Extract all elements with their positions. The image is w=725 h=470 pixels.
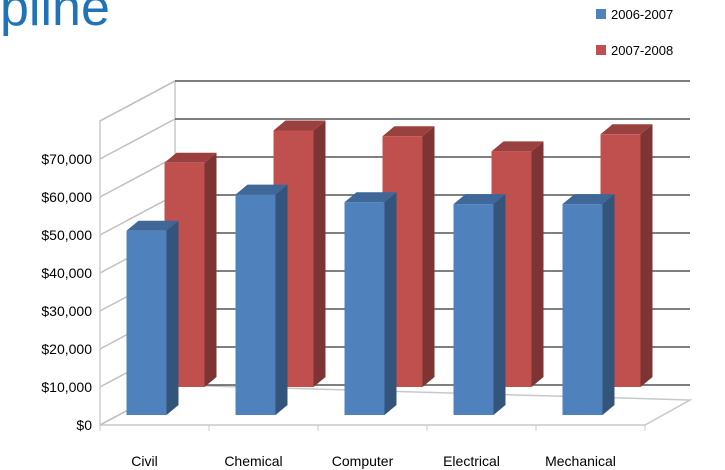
- bar-2007-2008-Electrical-side: [531, 141, 544, 387]
- bar-2006-2007-Civil-top: [126, 220, 179, 231]
- bar-2006-2007-Mechanical-top: [562, 194, 615, 205]
- bar-2007-2008-Electrical-top: [491, 141, 544, 152]
- bar-2006-2007-Mechanical-side: [602, 194, 615, 415]
- legend-label-series-1: 2006-2007: [611, 6, 674, 22]
- x-tick-label: Chemical: [224, 453, 282, 469]
- bar-2007-2008-Mechanical-top: [600, 124, 653, 135]
- bar-2007-2008-Civil-side: [204, 152, 217, 387]
- x-tick-label: Electrical: [443, 453, 500, 469]
- legend-swatch-series-2: [596, 45, 606, 55]
- legend-item-series-2: 2007-2008: [596, 38, 673, 62]
- x-tick-label: Civil: [131, 453, 157, 469]
- bar-2006-2007-Electrical: [453, 194, 506, 415]
- bars: [126, 120, 653, 415]
- side-gridline: [99, 80, 176, 122]
- bar-2006-2007-Electrical-front: [453, 204, 494, 415]
- y-tick-label: $50,000: [41, 227, 92, 243]
- x-axis-categories: Civil Chemical Computer Electrical Mechanica…: [99, 425, 646, 469]
- side-gridline: [99, 156, 176, 198]
- bar-2007-2008-Computer-top: [382, 126, 435, 137]
- bar-2006-2007-Chemical-front: [235, 194, 276, 415]
- y-tick-label: $0: [76, 417, 92, 433]
- bar-2007-2008-Chemical-side: [313, 120, 326, 387]
- bar-2007-2008-Chemical-top: [273, 120, 326, 131]
- legend-swatch-series-1: [596, 9, 606, 19]
- bar-2006-2007-Chemical-side: [275, 184, 288, 415]
- bar-2006-2007-Civil-front: [126, 230, 167, 415]
- legend-item-series-1: 2006-2007: [596, 2, 673, 26]
- bar-2006-2007-Mechanical-front: [562, 204, 603, 415]
- bar-2006-2007-Civil-side: [166, 220, 179, 415]
- y-tick-label: $70,000: [41, 151, 92, 167]
- side-gridline: [99, 118, 176, 160]
- y-axis-ticks: $0 $10,000 $20,000 $30,000 $40,000 $50,000 $60…: [41, 151, 92, 433]
- bar-2006-2007-Computer-front: [344, 202, 385, 415]
- y-tick-label: $20,000: [41, 341, 92, 357]
- y-tick-label: $60,000: [41, 189, 92, 205]
- legend-label-series-2: 2007-2008: [611, 42, 674, 58]
- bar-2006-2007-Chemical: [235, 184, 288, 415]
- x-tick-label: Computer: [332, 453, 394, 469]
- bar-2006-2007-Electrical-side: [493, 194, 506, 415]
- y-tick-label: $40,000: [41, 265, 92, 281]
- bar-2006-2007-Chemical-top: [235, 184, 288, 195]
- bar-2006-2007-Mechanical: [562, 194, 615, 415]
- bar-2006-2007-Computer-side: [384, 192, 397, 415]
- y-tick-label: $30,000: [41, 303, 92, 319]
- bar-2007-2008-Civil-top: [164, 152, 217, 163]
- chart-title: pline: [0, 0, 110, 37]
- bar-2006-2007-Electrical-top: [453, 194, 506, 205]
- bar-2006-2007-Civil: [126, 220, 179, 415]
- bar-2007-2008-Mechanical-side: [640, 124, 653, 388]
- y-tick-label: $10,000: [41, 379, 92, 395]
- chart-legend: 2006-2007 2007-2008: [596, 2, 673, 74]
- x-tick-label: Mechanical: [545, 453, 616, 469]
- bar-2006-2007-Computer-top: [344, 192, 397, 203]
- bar-2006-2007-Computer: [344, 192, 397, 415]
- side-gridline: [99, 194, 176, 236]
- bar-2007-2008-Computer-side: [422, 126, 435, 387]
